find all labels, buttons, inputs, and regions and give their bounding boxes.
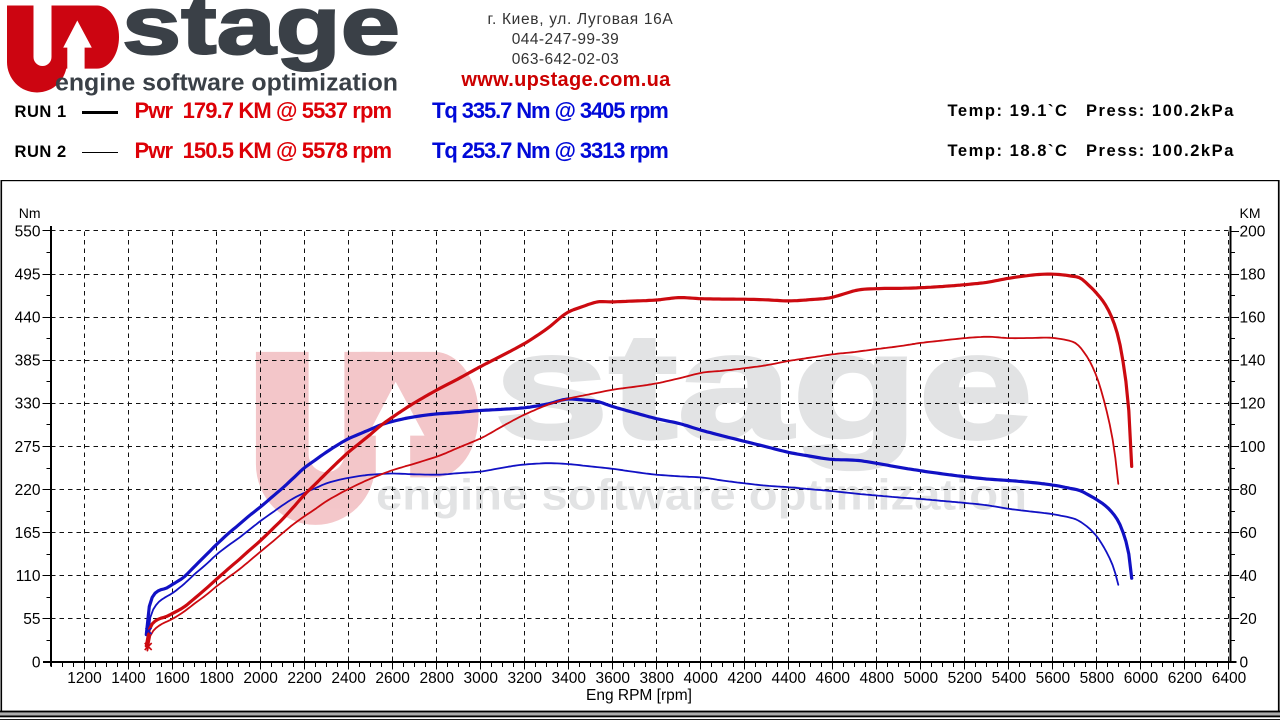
svg-text:3600: 3600 — [595, 670, 630, 687]
svg-text:6400: 6400 — [1212, 670, 1247, 687]
svg-text:140: 140 — [1240, 353, 1266, 370]
svg-text:2600: 2600 — [375, 670, 410, 687]
svg-text:4600: 4600 — [816, 670, 851, 687]
svg-text:220: 220 — [15, 482, 41, 499]
svg-text:40: 40 — [1240, 568, 1258, 585]
svg-text:3200: 3200 — [507, 670, 542, 687]
svg-text:Eng RPM [rpm]: Eng RPM [rpm] — [586, 687, 692, 704]
svg-text:stage: stage — [122, 0, 400, 72]
svg-text:120: 120 — [1240, 396, 1266, 413]
svg-text:4200: 4200 — [728, 670, 763, 687]
svg-text:550: 550 — [15, 223, 41, 240]
svg-text:6200: 6200 — [1168, 670, 1203, 687]
svg-text:engine software optimization: engine software optimization — [376, 471, 1027, 520]
svg-text:160: 160 — [1240, 310, 1266, 327]
svg-text:495: 495 — [15, 266, 41, 283]
svg-text:5600: 5600 — [1036, 670, 1071, 687]
svg-text:2200: 2200 — [287, 670, 322, 687]
svg-text:2000: 2000 — [243, 670, 278, 687]
svg-text:4400: 4400 — [772, 670, 807, 687]
svg-text:2400: 2400 — [331, 670, 366, 687]
svg-text:5200: 5200 — [948, 670, 983, 687]
svg-text:20: 20 — [1240, 611, 1258, 628]
svg-text:60: 60 — [1240, 525, 1258, 542]
svg-text:275: 275 — [15, 439, 41, 456]
svg-text:KM: KM — [1240, 205, 1261, 221]
svg-text:1600: 1600 — [155, 670, 190, 687]
svg-text:4000: 4000 — [684, 670, 719, 687]
svg-text:engine software optimization: engine software optimization — [55, 69, 398, 96]
svg-text:stage: stage — [494, 302, 1033, 470]
svg-text:Nm: Nm — [19, 205, 41, 221]
svg-text:0: 0 — [32, 654, 41, 671]
svg-text:3800: 3800 — [640, 670, 675, 687]
svg-text:110: 110 — [16, 568, 41, 585]
svg-text:1200: 1200 — [67, 670, 102, 687]
svg-text:55: 55 — [23, 611, 40, 628]
svg-text:440: 440 — [15, 310, 41, 327]
svg-text:0: 0 — [1240, 654, 1249, 671]
svg-text:4800: 4800 — [860, 670, 895, 687]
svg-text:180: 180 — [1240, 266, 1266, 283]
svg-text:2800: 2800 — [419, 670, 454, 687]
svg-text:200: 200 — [1240, 223, 1266, 240]
svg-text:6000: 6000 — [1124, 670, 1159, 687]
svg-text:5000: 5000 — [904, 670, 939, 687]
svg-text:385: 385 — [15, 353, 41, 370]
svg-text:5400: 5400 — [992, 670, 1027, 687]
svg-text:165: 165 — [15, 525, 41, 542]
svg-text:100: 100 — [1240, 439, 1266, 456]
svg-text:3000: 3000 — [463, 670, 498, 687]
svg-text:3400: 3400 — [551, 670, 586, 687]
svg-text:1800: 1800 — [199, 670, 234, 687]
svg-text:330: 330 — [15, 396, 41, 413]
svg-text:80: 80 — [1240, 482, 1258, 499]
svg-text:5800: 5800 — [1080, 670, 1115, 687]
svg-text:1400: 1400 — [111, 670, 146, 687]
